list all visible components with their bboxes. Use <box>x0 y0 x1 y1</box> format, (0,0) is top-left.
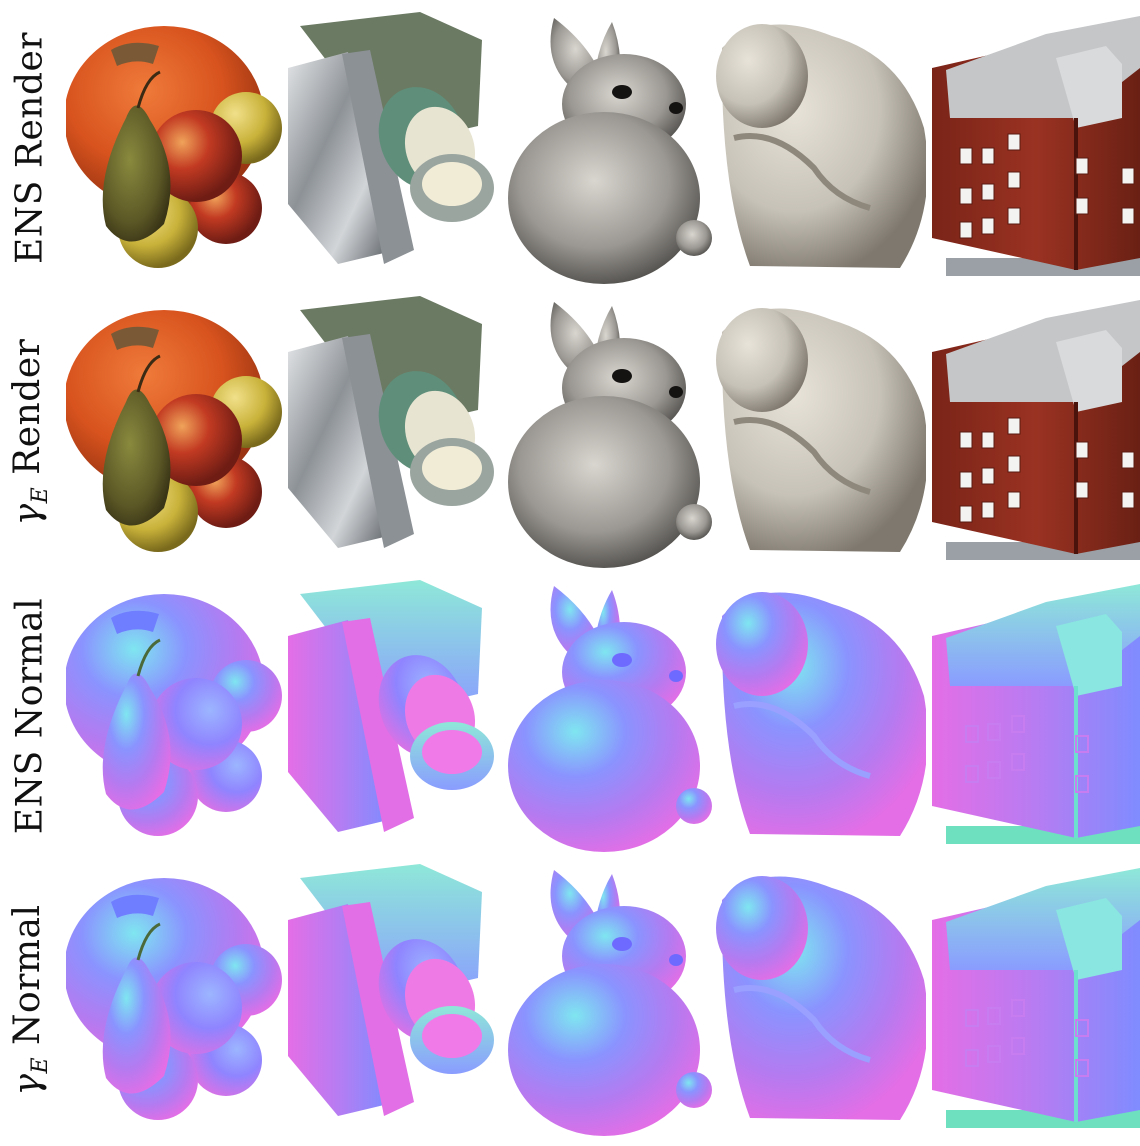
groceries-icon <box>282 860 504 1140</box>
fruits-icon <box>66 860 282 1140</box>
bunny-icon <box>504 8 714 288</box>
gamma-subscript: E <box>28 1056 54 1074</box>
row-ens-normal: ENS Normal <box>0 576 1140 856</box>
building-icon <box>926 292 1140 572</box>
fruits-icon <box>66 576 282 856</box>
groceries-icon <box>282 576 504 856</box>
row-label: γE Normal <box>0 860 60 1140</box>
row-label-main: Render <box>6 338 48 487</box>
row-label-main: Normal <box>6 904 48 1057</box>
bunny-icon <box>504 576 714 856</box>
bunny-icon <box>504 860 714 1140</box>
fruits-icon <box>66 8 282 288</box>
building-icon <box>926 8 1140 288</box>
buddha-icon <box>714 576 926 856</box>
buddha-icon <box>714 292 926 572</box>
gamma-subscript: E <box>28 486 54 504</box>
row-label-main: ENS Render <box>9 31 51 265</box>
row-label-text: ENS Normal <box>10 598 51 834</box>
row-gamma-render: γE Render <box>0 292 1140 572</box>
row-label: ENS Normal <box>0 576 60 856</box>
building-icon <box>926 576 1140 856</box>
row-label-main: ENS Normal <box>9 597 51 835</box>
buddha-icon <box>714 8 926 288</box>
row-label-text: γE Normal <box>7 904 53 1095</box>
row-ens-render: ENS Render <box>0 8 1140 288</box>
buddha-icon <box>714 860 926 1140</box>
row-label-text: γE Render <box>7 339 53 526</box>
row-label: ENS Render <box>0 8 60 288</box>
row-label-text: ENS Render <box>10 32 51 264</box>
gamma-symbol: γ <box>6 1073 48 1096</box>
building-icon <box>926 860 1140 1140</box>
row-gamma-normal: γE Normal <box>0 860 1140 1140</box>
fruits-icon <box>66 292 282 572</box>
groceries-icon <box>282 292 504 572</box>
groceries-icon <box>282 8 504 288</box>
row-label: γE Render <box>0 292 60 572</box>
bunny-icon <box>504 292 714 572</box>
gamma-symbol: γ <box>6 503 48 526</box>
